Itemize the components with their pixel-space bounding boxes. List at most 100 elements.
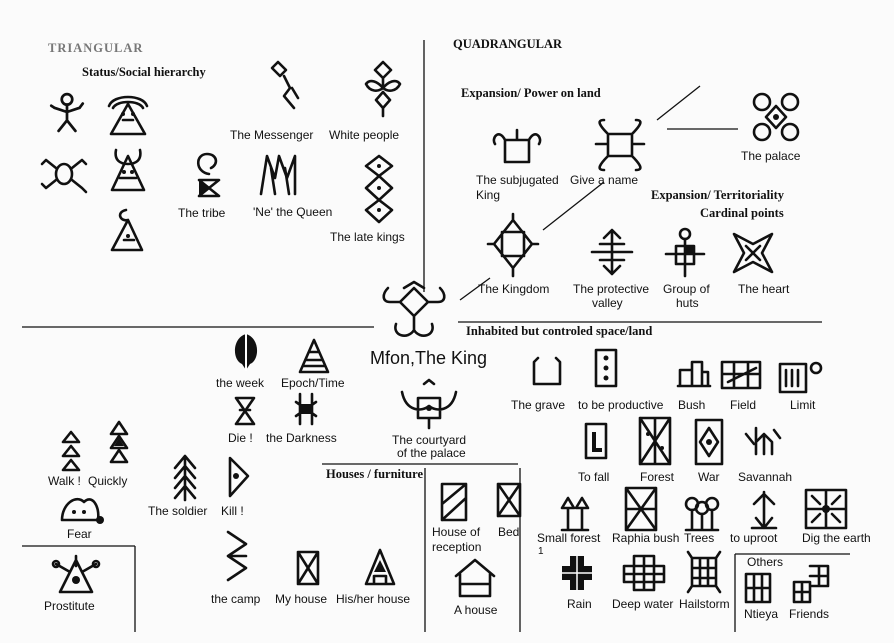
heading-cardinal-points: Cardinal points: [700, 206, 784, 220]
subjugated-king-symbol-icon: [489, 124, 545, 168]
label-darkness: the Darkness: [266, 431, 337, 445]
label-subjugated-king-1: The subjugated: [476, 173, 559, 187]
give-name-symbol-icon: [590, 116, 650, 172]
white-people-symbol-icon: [360, 58, 406, 118]
bush-symbol-icon: [676, 356, 712, 390]
label-group-huts-2: huts: [676, 296, 699, 310]
prostitute-symbol-icon: [51, 554, 101, 598]
war-symbol-icon: [692, 416, 726, 468]
triangular-face-icon: [103, 92, 153, 136]
label-soldier: The soldier: [148, 504, 208, 518]
epoch-symbol-icon: [296, 336, 332, 376]
to-fall-symbol-icon: [582, 420, 610, 462]
label-deep-water: Deep water: [612, 597, 674, 611]
connector-king: [459, 277, 491, 301]
label-courtyard-1: The courtyard: [392, 433, 467, 447]
hailstorm-symbol-icon: [684, 548, 724, 594]
uproot-symbol-icon: [748, 488, 780, 534]
connector-kingdom: [542, 181, 605, 231]
heading-triangular: TRIANGULAR: [48, 41, 144, 55]
week-symbol-icon: [226, 330, 266, 374]
house-reception-symbol-icon: [438, 480, 470, 524]
label-grave: The grave: [511, 398, 566, 412]
productive-symbol-icon: [592, 346, 620, 390]
label-trees: Trees: [684, 531, 715, 545]
label-dig-earth: Dig the earth: [802, 531, 871, 545]
late-kings-symbol-icon: [358, 152, 400, 226]
label-walk: Walk !: [48, 474, 81, 488]
label-to-fall: To fall: [578, 470, 610, 484]
label-quickly: Quickly: [88, 474, 128, 488]
deep-water-symbol-icon: [620, 552, 668, 594]
label-his-house: His/her house: [336, 592, 411, 606]
trees-symbol-icon: [682, 494, 722, 534]
soldier-symbol-icon: [170, 452, 200, 504]
heading-expansion-power: Expansion/ Power on land: [461, 86, 601, 100]
label-die: Die !: [228, 431, 253, 445]
heading-quadrangular: QUADRANGULAR: [453, 37, 563, 51]
label-ntieya: Ntieya: [744, 607, 779, 621]
label-messenger: The Messenger: [230, 128, 314, 142]
bed-symbol-icon: [494, 480, 524, 520]
small-forest-symbol-icon: [558, 494, 592, 534]
label-friends: Friends: [789, 607, 830, 621]
grave-symbol-icon: [530, 354, 564, 388]
connector-palace-top: [656, 85, 701, 121]
heading-others: Others: [747, 555, 784, 569]
kingdom-symbol-icon: [484, 212, 542, 278]
label-give-name: Give a name: [570, 173, 639, 187]
a-house-symbol-icon: [452, 556, 498, 600]
dig-earth-symbol-icon: [802, 486, 850, 532]
label-tribe: The tribe: [178, 206, 226, 220]
camp-symbol-icon: [222, 528, 252, 584]
messenger-symbol-icon: [270, 56, 306, 112]
his-house-symbol-icon: [362, 546, 398, 588]
label-forest: Forest: [640, 470, 675, 484]
kill-symbol-icon: [224, 454, 252, 500]
king-symbol-icon: [378, 280, 450, 346]
limit-symbol-icon: [776, 356, 824, 396]
protective-valley-symbol-icon: [588, 226, 636, 278]
label-raphia-bush: Raphia bush: [612, 531, 680, 545]
heading-inhabited: Inhabited but controled space/land: [466, 324, 653, 338]
label-protective-valley-2: valley: [592, 296, 623, 310]
tribe-symbol-icon: [191, 150, 225, 202]
die-symbol-icon: [232, 394, 258, 428]
label-rain: Rain: [567, 597, 592, 611]
heading-expansion-territoriality: Expansion/ Territoriality: [651, 188, 785, 202]
label-kingdom: The Kingdom: [478, 282, 550, 296]
footnote-number: 1: [538, 546, 544, 557]
label-fear: Fear: [67, 527, 92, 541]
rain-symbol-icon: [558, 552, 596, 594]
label-savannah: Savannah: [738, 470, 793, 484]
label-a-house: A house: [454, 603, 498, 617]
label-white-people: White people: [329, 128, 400, 142]
friends-symbol-icon: [790, 562, 832, 606]
heading-status-hierarchy: Status/Social hierarchy: [82, 65, 206, 79]
hooked-triangle-icon: [106, 206, 148, 254]
label-kill: Kill !: [221, 504, 244, 518]
label-bush: Bush: [678, 398, 706, 412]
label-ne-queen: 'Ne' the Queen: [253, 205, 333, 219]
queen-symbol-icon: [257, 148, 299, 200]
king-label: Mfon,The King: [370, 348, 488, 368]
label-productive: to be productive: [578, 398, 664, 412]
darkness-symbol-icon: [292, 390, 320, 428]
label-epoch: Epoch/Time: [281, 376, 345, 390]
heading-houses-furniture: Houses / furniture: [326, 467, 423, 481]
my-house-symbol-icon: [294, 548, 322, 588]
field-symbol-icon: [718, 356, 764, 392]
savannah-symbol-icon: [742, 424, 784, 458]
label-heart: The heart: [738, 282, 790, 296]
label-small-forest: Small forest: [537, 531, 601, 545]
fear-symbol-icon: [58, 490, 104, 526]
label-week: the week: [216, 376, 265, 390]
label-my-house: My house: [275, 592, 328, 606]
label-protective-valley-1: The protective: [573, 282, 650, 296]
label-courtyard-2: of the palace: [397, 446, 466, 460]
group-huts-symbol-icon: [662, 226, 708, 280]
label-group-huts-1: Group of: [663, 282, 710, 296]
horned-triangle-icon: [106, 146, 150, 192]
label-uproot: to uproot: [730, 531, 778, 545]
